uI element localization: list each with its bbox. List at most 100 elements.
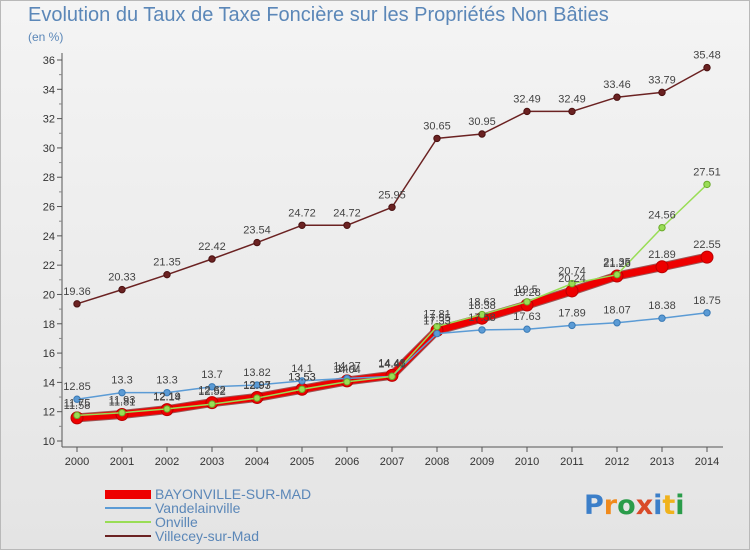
data-label-vandelainville: 18.38 <box>648 300 676 312</box>
x-tick-label: 2001 <box>110 456 134 468</box>
data-label-villecey-sur-mad: 21.35 <box>153 257 181 269</box>
data-label-bayonville-sur-mad: 21.89 <box>648 249 676 261</box>
data-label-bayonville-sur-mad: 11.81 <box>109 396 136 408</box>
y-axis-unit-label: (en %) <box>28 30 64 44</box>
data-label-vandelainville: 13.3 <box>156 375 177 387</box>
data-point-vandelainville <box>658 314 666 322</box>
x-tick-label: 2010 <box>515 456 539 468</box>
data-point-onville <box>163 405 171 413</box>
data-point-vandelainville <box>118 388 126 397</box>
data-label-onville: 11.75 <box>64 397 91 409</box>
data-label-vandelainville: 17.89 <box>558 307 586 319</box>
data-label-onville: 20.74 <box>558 266 586 278</box>
data-label-bayonville-sur-mad: 13.53 <box>288 371 316 383</box>
data-point-villecey-sur-mad <box>163 270 171 279</box>
data-point-onville <box>613 270 621 279</box>
data-point-onville <box>658 223 666 232</box>
data-label-onville: 17.81 <box>423 309 451 321</box>
data-label-villecey-sur-mad: 19.36 <box>63 286 91 298</box>
data-label-onville: 27.51 <box>693 166 721 178</box>
data-point-villecey-sur-mad <box>478 130 486 138</box>
data-label-villecey-sur-mad: 24.72 <box>288 207 316 219</box>
x-tick-label: 2006 <box>335 456 359 468</box>
data-label-onville: 12.19 <box>153 391 181 403</box>
x-tick-label: 2012 <box>605 456 629 468</box>
x-tick-label: 2008 <box>425 456 449 468</box>
legend-label: Vandelainville <box>155 500 241 516</box>
data-label-villecey-sur-mad: 20.33 <box>108 272 136 284</box>
data-point-vandelainville <box>703 309 711 317</box>
data-label-villecey-sur-mad: 33.79 <box>648 74 676 86</box>
data-label-vandelainville: 13.3 <box>111 375 132 387</box>
data-label-villecey-sur-mad: 22.42 <box>198 241 226 253</box>
data-point-bayonville-sur-mad <box>655 260 669 274</box>
data-label-onville: 12.93 <box>243 380 271 392</box>
data-label-onville: 21.35 <box>603 257 631 269</box>
legend-label: Villecey-sur-Mad <box>155 528 259 544</box>
data-label-onville: 24.56 <box>648 210 676 222</box>
chart-title: Evolution du Taux de Taxe Foncière sur l… <box>28 4 609 26</box>
data-label-onville: 12.52 <box>198 386 226 398</box>
proxiti-logo: Proxiti <box>584 490 685 521</box>
data-label-vandelainville: 17.63 <box>513 311 541 323</box>
data-point-villecey-sur-mad <box>433 134 441 143</box>
data-label-vandelainville: 17.33 <box>423 316 451 328</box>
data-point-onville <box>118 409 126 417</box>
data-point-villecey-sur-mad <box>703 63 711 72</box>
data-label-vandelainville: 14.1 <box>291 363 312 375</box>
data-point-villecey-sur-mad <box>208 255 216 263</box>
data-label-vandelainville: 13.7 <box>201 369 222 381</box>
data-point-villecey-sur-mad <box>253 238 261 247</box>
legend-label: Onville <box>155 514 198 530</box>
y-tick-label: 26 <box>43 202 55 214</box>
y-tick-label: 18 <box>43 319 55 331</box>
data-point-villecey-sur-mad <box>388 203 396 211</box>
data-point-villecey-sur-mad <box>298 221 306 229</box>
y-tick-label: 28 <box>43 172 55 184</box>
data-label-bayonville-sur-mad: 12.97 <box>243 379 271 391</box>
legend-item-bayonville-sur-mad: BAYONVILLE-SUR-MAD <box>105 487 311 501</box>
legend-swatch <box>105 507 151 509</box>
data-point-onville <box>478 310 486 319</box>
data-label-onville: 14.41 <box>378 358 406 370</box>
logo-letter: i <box>653 490 663 521</box>
data-label-villecey-sur-mad: 32.49 <box>558 93 586 105</box>
data-point-vandelainville <box>253 381 261 389</box>
legend-label: BAYONVILLE-SUR-MAD <box>155 486 312 502</box>
legend-item-vandelainville: Vandelainville <box>105 501 311 515</box>
logo-letter: x <box>635 490 654 521</box>
data-point-villecey-sur-mad <box>613 93 621 101</box>
data-label-vandelainville: 18.07 <box>603 305 631 317</box>
data-label-bayonville-sur-mad: 12.62 <box>198 385 226 397</box>
data-point-onville <box>343 378 351 386</box>
x-tick-label: 2011 <box>560 456 584 468</box>
data-point-vandelainville <box>163 388 171 397</box>
data-point-vandelainville <box>478 326 486 334</box>
data-point-villecey-sur-mad <box>118 285 126 294</box>
data-point-villecey-sur-mad <box>343 221 351 229</box>
data-point-onville <box>433 322 441 331</box>
data-point-onville <box>298 385 306 393</box>
data-label-bayonville-sur-mad: 20.24 <box>558 273 586 285</box>
data-label-onville: 13.53 <box>288 371 316 383</box>
y-tick-label: 20 <box>43 289 55 301</box>
data-label-vandelainville: 13.82 <box>243 367 271 379</box>
logo-letter: t <box>662 490 676 521</box>
data-label-vandelainville: 12.85 <box>63 381 91 393</box>
x-tick-label: 2000 <box>65 456 89 468</box>
data-label-villecey-sur-mad: 23.54 <box>243 225 271 237</box>
y-tick-label: 36 <box>43 55 55 67</box>
data-point-onville <box>388 372 396 381</box>
x-tick-label: 2009 <box>470 456 494 468</box>
x-tick-label: 2005 <box>290 456 314 468</box>
data-point-onville <box>73 411 81 420</box>
data-label-bayonville-sur-mad: 12.14 <box>153 392 181 404</box>
data-point-villecey-sur-mad <box>568 107 576 116</box>
data-point-villecey-sur-mad <box>73 300 81 308</box>
data-point-onville <box>568 279 576 288</box>
data-label-vandelainville: 14.41 <box>378 358 406 370</box>
data-point-onville <box>208 400 216 408</box>
y-tick-label: 16 <box>43 348 55 360</box>
